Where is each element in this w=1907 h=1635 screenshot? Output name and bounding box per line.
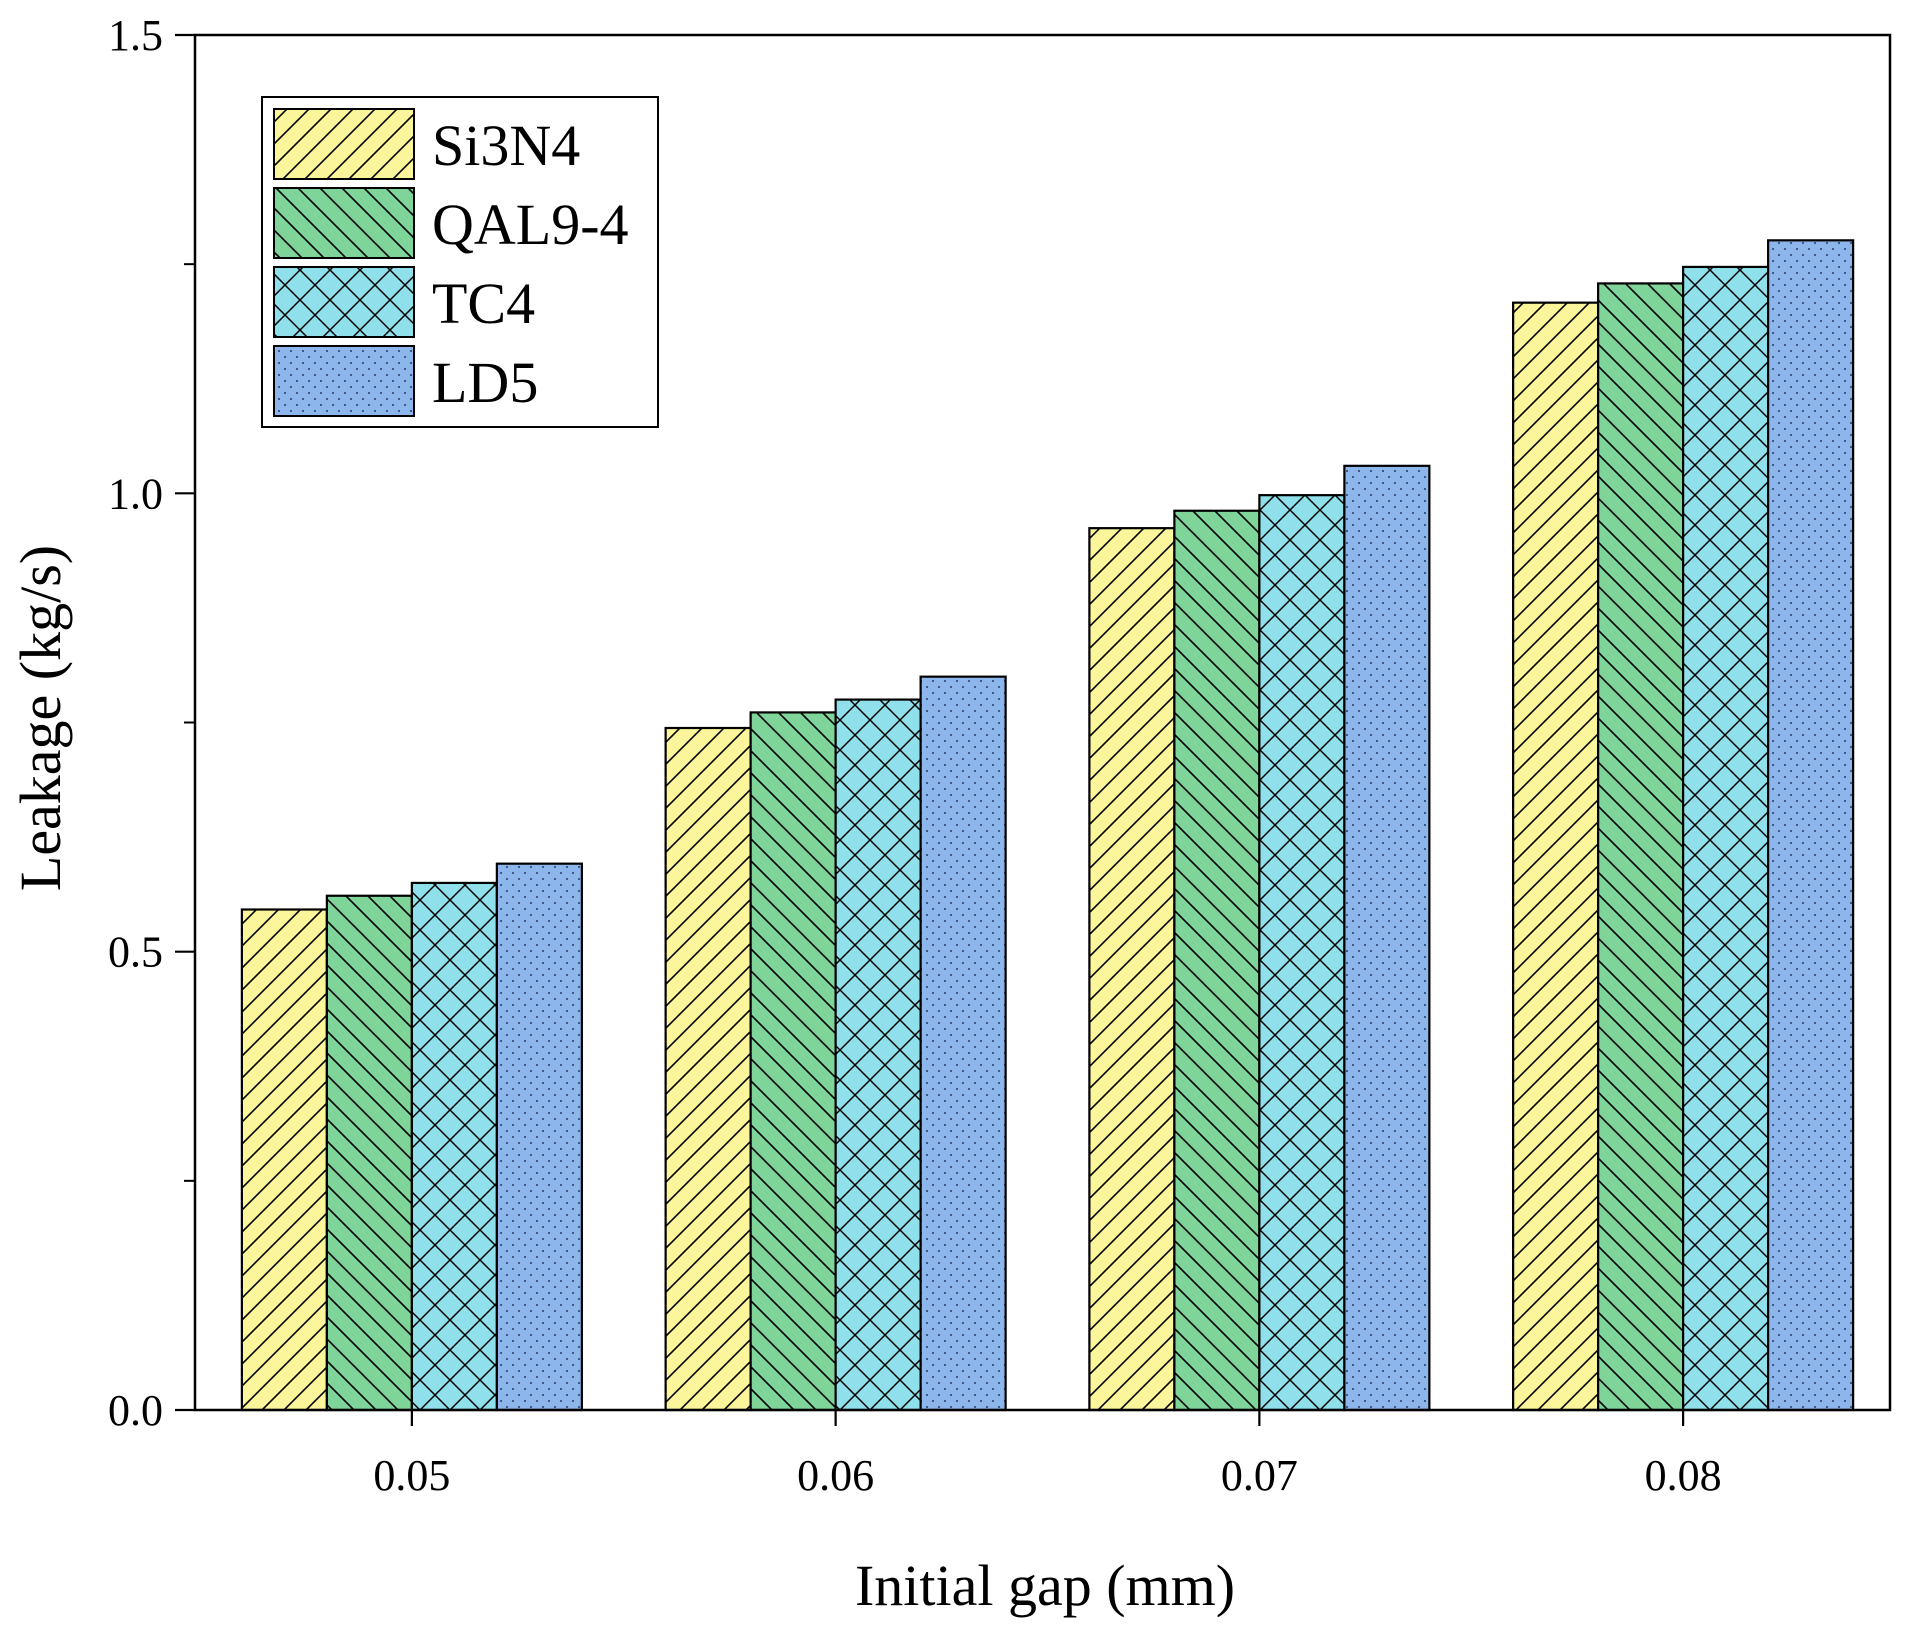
legend-swatch	[273, 345, 415, 417]
bar-outline	[410, 881, 498, 1412]
bar-si3n4-0.06	[664, 726, 752, 1412]
legend-entry-qal9-4: QAL9-4	[273, 187, 629, 259]
axes-layer: 0.05 0.06 0.07 0.08 0.0 0.5 1.0 1.5	[108, 11, 1892, 1500]
legend-entry-ld5: LD5	[273, 345, 538, 417]
bar-qal9-4-0.07	[1173, 509, 1261, 1412]
bar-outline	[240, 908, 328, 1412]
bar-outline	[919, 675, 1007, 1412]
legend-entry-si3n4: Si3N4	[273, 108, 580, 180]
bar-outline	[1767, 239, 1855, 1412]
bar-tc4-0.06	[834, 698, 922, 1412]
bars-layer	[240, 239, 1855, 1412]
bar-tc4-0.08	[1682, 265, 1770, 1412]
bar-outline	[495, 862, 583, 1412]
bar-ld5-0.08	[1767, 239, 1855, 1412]
bar-outline	[1343, 464, 1431, 1412]
bar-si3n4-0.05	[240, 908, 328, 1412]
bar-outline	[1173, 509, 1261, 1412]
legend-label: Si3N4	[432, 113, 580, 178]
legend-swatch	[273, 266, 415, 338]
legend-swatch	[273, 187, 415, 259]
bar-outline	[1088, 527, 1176, 1412]
bar-outline	[664, 726, 752, 1412]
bar-outline	[1258, 494, 1346, 1412]
bar-outline	[749, 711, 837, 1412]
y-tick-label: 0.0	[108, 1386, 163, 1435]
bar-si3n4-0.07	[1088, 527, 1176, 1412]
bar-qal9-4-0.08	[1597, 282, 1685, 1412]
y-axis-title: Leakage (kg/s)	[8, 545, 73, 891]
x-tick-label: 0.06	[797, 1451, 874, 1500]
bar-si3n4-0.08	[1512, 301, 1600, 1412]
legend-swatch	[273, 108, 415, 180]
bar-outline	[834, 698, 922, 1412]
bar-tc4-0.05	[410, 881, 498, 1412]
legend-label: TC4	[432, 271, 535, 336]
bar-tc4-0.07	[1258, 494, 1346, 1412]
bar-outline	[1512, 301, 1600, 1412]
bar-outline	[1682, 265, 1770, 1412]
bar-qal9-4-0.06	[749, 711, 837, 1412]
bar-qal9-4-0.05	[325, 894, 413, 1412]
y-tick-label: 0.5	[108, 928, 163, 977]
bar-ld5-0.05	[495, 862, 583, 1412]
x-tick-label: 0.05	[373, 1451, 450, 1500]
y-tick-label: 1.5	[108, 11, 163, 60]
legend-label: QAL9-4	[432, 192, 629, 257]
legend-entry-tc4: TC4	[273, 266, 535, 338]
bar-outline	[325, 894, 413, 1412]
bar-outline	[1597, 282, 1685, 1412]
x-tick-label: 0.07	[1221, 1451, 1298, 1500]
bar-ld5-0.06	[919, 675, 1007, 1412]
x-axis-title: Initial gap (mm)	[855, 1553, 1235, 1618]
legend-label: LD5	[432, 350, 538, 415]
x-tick-label: 0.08	[1645, 1451, 1722, 1500]
bar-ld5-0.07	[1343, 464, 1431, 1412]
y-tick-label: 1.0	[108, 469, 163, 518]
legend: Si3N4 QAL9-4 TC4 LD5	[261, 96, 659, 428]
